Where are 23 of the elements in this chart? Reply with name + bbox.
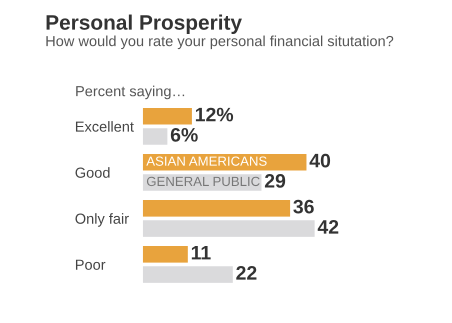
bar bbox=[142, 266, 233, 283]
y-tick-label: Good bbox=[76, 167, 110, 178]
data-label: 36 bbox=[293, 200, 314, 214]
data-label: 11 bbox=[192, 246, 211, 260]
y-tick-label: Poor bbox=[76, 260, 106, 270]
data-label: 6% bbox=[170, 128, 198, 142]
bar bbox=[142, 246, 188, 263]
data-label: 40 bbox=[310, 154, 330, 168]
bar bbox=[142, 200, 290, 217]
series-label: GENERAL PUBLIC bbox=[146, 176, 260, 186]
series-label: ASIAN AMERICANS bbox=[146, 156, 267, 166]
bar bbox=[142, 108, 192, 125]
data-label: 12% bbox=[196, 108, 234, 122]
data-label: 42 bbox=[318, 220, 338, 234]
bar bbox=[142, 128, 168, 145]
y-tick-label: Only fair bbox=[75, 213, 129, 227]
text: Percent saying… bbox=[76, 86, 184, 100]
chart-title: Personal Prosperity bbox=[46, 14, 242, 34]
data-label: 22 bbox=[236, 266, 256, 280]
chart-subtitle: How would you rate your personal financial situtation? bbox=[46, 36, 394, 50]
y-tick-label: Excellent bbox=[76, 121, 134, 132]
bar bbox=[142, 220, 315, 237]
data-label: 29 bbox=[264, 174, 286, 188]
